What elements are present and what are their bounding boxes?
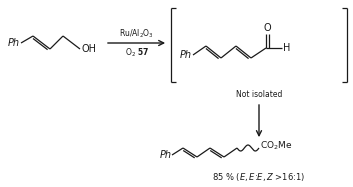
Text: Not isolated: Not isolated [236, 90, 282, 99]
Text: 85 % ($\it{E,E}$:$\it{E,Z}$ >16:1): 85 % ($\it{E,E}$:$\it{E,Z}$ >16:1) [213, 171, 306, 183]
Text: Ph: Ph [160, 150, 172, 160]
Text: OH: OH [81, 44, 96, 54]
Text: Ru/Al$_2$O$_3$: Ru/Al$_2$O$_3$ [119, 27, 154, 40]
Text: CO$_2$Me: CO$_2$Me [260, 140, 293, 152]
Text: Ph: Ph [8, 38, 20, 48]
Text: H: H [283, 43, 291, 53]
Text: O: O [263, 23, 271, 33]
Text: Ph: Ph [180, 50, 192, 60]
Text: O$_2$ $\mathbf{57}$: O$_2$ $\mathbf{57}$ [125, 46, 148, 59]
